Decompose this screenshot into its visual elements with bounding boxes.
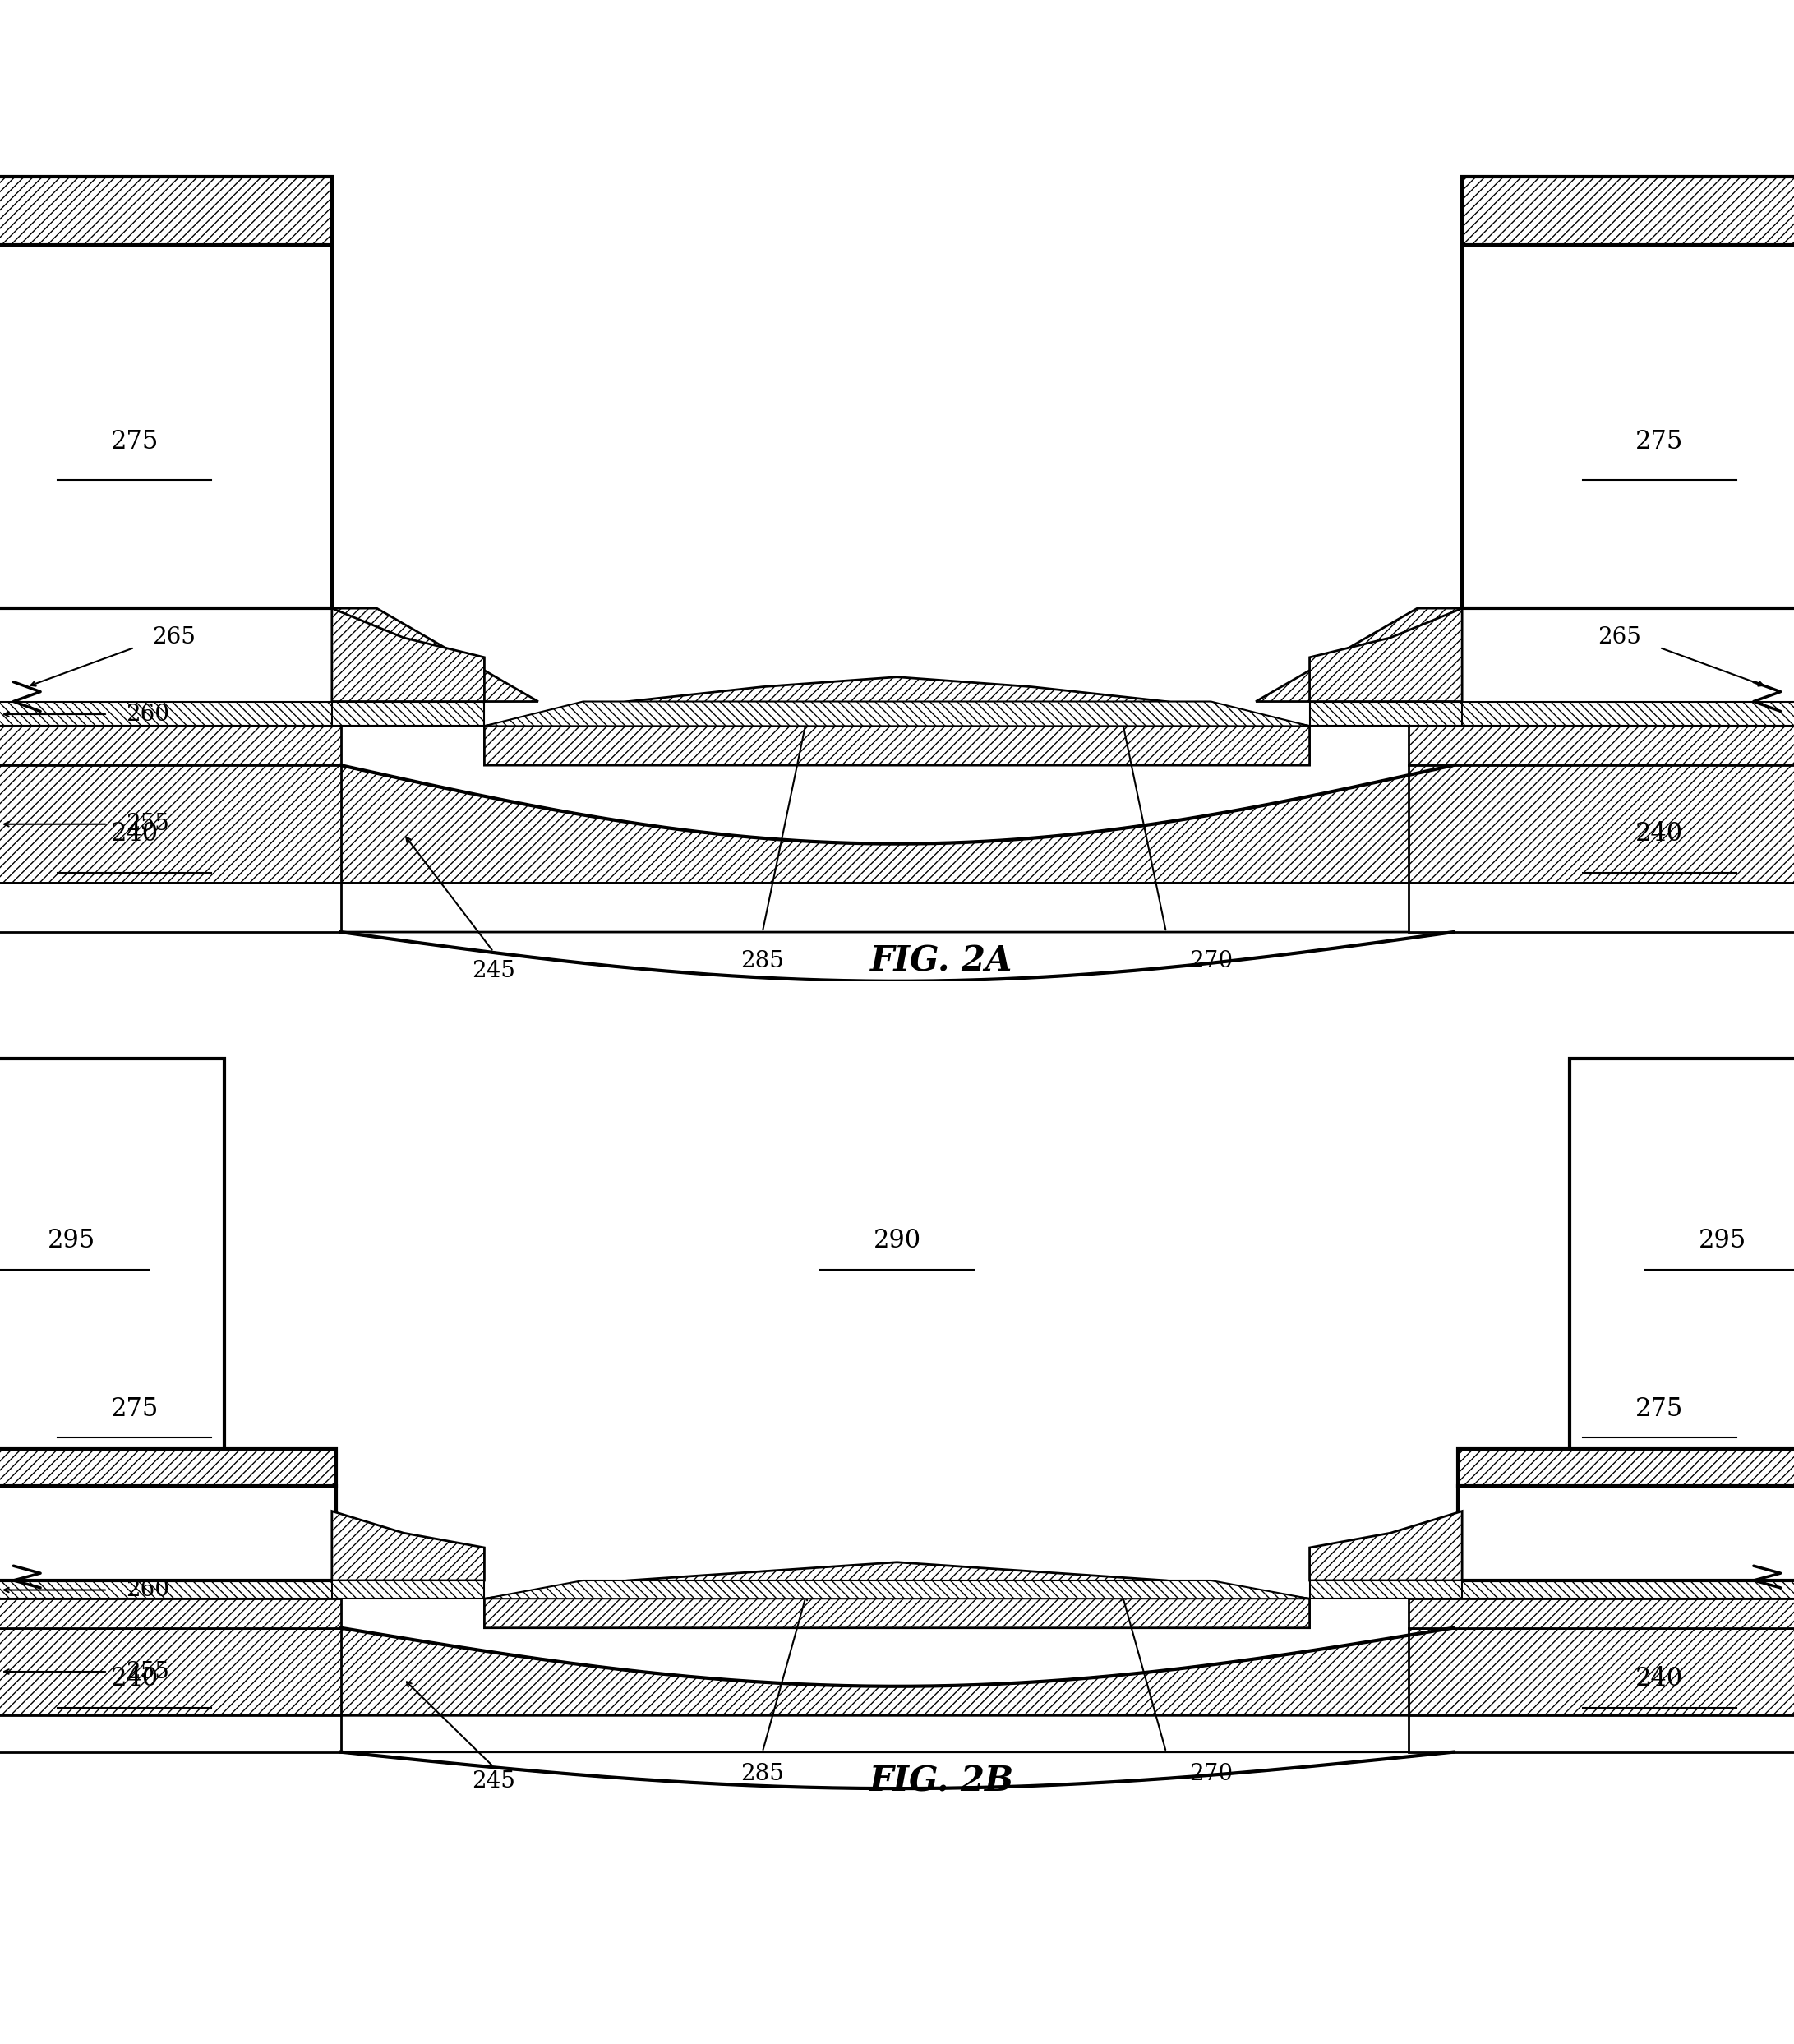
Bar	[0, 701, 341, 726]
Bar	[0, 245, 332, 609]
Polygon shape	[1256, 609, 1462, 701]
Text: 295: 295	[48, 1228, 95, 1253]
Polygon shape	[1310, 1511, 1462, 1580]
Bar	[1462, 176, 1794, 245]
Text: 245: 245	[472, 1770, 515, 1793]
Text: 285: 285	[741, 950, 784, 973]
Text: 275: 275	[111, 429, 158, 454]
Text: 270: 270	[1189, 1762, 1232, 1784]
Bar	[1462, 1486, 1794, 1580]
Bar	[1408, 1598, 1794, 1627]
Polygon shape	[1310, 701, 1462, 726]
Text: 265: 265	[152, 1529, 196, 1551]
Polygon shape	[341, 932, 1453, 981]
Bar	[1408, 701, 1794, 726]
Bar	[0, 1486, 287, 1580]
Bar	[0, 1486, 337, 1580]
Text: 295: 295	[1699, 1228, 1746, 1253]
Bar	[0, 883, 341, 932]
Text: 270: 270	[1189, 950, 1232, 973]
Polygon shape	[332, 1511, 484, 1580]
Bar	[1457, 1486, 1794, 1580]
Bar	[0, 1627, 341, 1715]
Text: 240: 240	[111, 822, 158, 846]
Polygon shape	[484, 677, 1310, 764]
Bar	[0, 1598, 341, 1627]
Text: 255: 255	[126, 814, 169, 836]
Text: 275: 275	[1636, 429, 1683, 454]
Bar	[1570, 1059, 1794, 1449]
Bar	[0, 245, 291, 609]
Text: 275: 275	[1636, 1396, 1683, 1423]
Text: 290: 290	[874, 1228, 920, 1253]
Polygon shape	[341, 1627, 1453, 1715]
Text: 265: 265	[152, 628, 196, 648]
Polygon shape	[1310, 1580, 1462, 1598]
Polygon shape	[1310, 609, 1462, 701]
Text: 260: 260	[126, 703, 169, 726]
Polygon shape	[332, 701, 484, 726]
Text: FIG. 2A: FIG. 2A	[870, 944, 1014, 979]
Polygon shape	[484, 1580, 1310, 1598]
Text: 265: 265	[1598, 1529, 1642, 1551]
Bar	[1408, 1627, 1794, 1715]
Bar	[1408, 883, 1794, 932]
Polygon shape	[484, 1562, 1310, 1627]
Bar	[0, 764, 341, 883]
Bar	[1457, 1449, 1794, 1486]
Text: 260: 260	[126, 1578, 169, 1600]
Bar	[0, 1449, 337, 1486]
Text: 285: 285	[741, 1762, 784, 1784]
Polygon shape	[332, 609, 538, 701]
Polygon shape	[332, 1580, 484, 1598]
Text: FIG. 2B: FIG. 2B	[870, 1764, 1014, 1799]
Text: 240: 240	[1636, 822, 1683, 846]
Bar	[0, 1059, 224, 1449]
Text: 240: 240	[1636, 1666, 1683, 1692]
Text: 245: 245	[472, 961, 515, 983]
Bar	[0, 726, 341, 764]
Bar	[1408, 1580, 1794, 1598]
Text: 240: 240	[111, 1666, 158, 1692]
Bar	[1462, 245, 1794, 609]
Text: 265: 265	[1598, 628, 1642, 648]
Text: 275: 275	[111, 1396, 158, 1423]
Text: 255: 255	[126, 1660, 169, 1682]
Polygon shape	[341, 1752, 1453, 1789]
Bar	[1467, 245, 1794, 609]
Bar	[1408, 1715, 1794, 1752]
Bar	[0, 1580, 341, 1598]
Polygon shape	[484, 701, 1310, 726]
Polygon shape	[332, 609, 484, 701]
Bar	[0, 176, 332, 245]
Bar	[1408, 726, 1794, 764]
Bar	[1408, 764, 1794, 883]
Polygon shape	[341, 764, 1453, 883]
Bar	[0, 1715, 341, 1752]
